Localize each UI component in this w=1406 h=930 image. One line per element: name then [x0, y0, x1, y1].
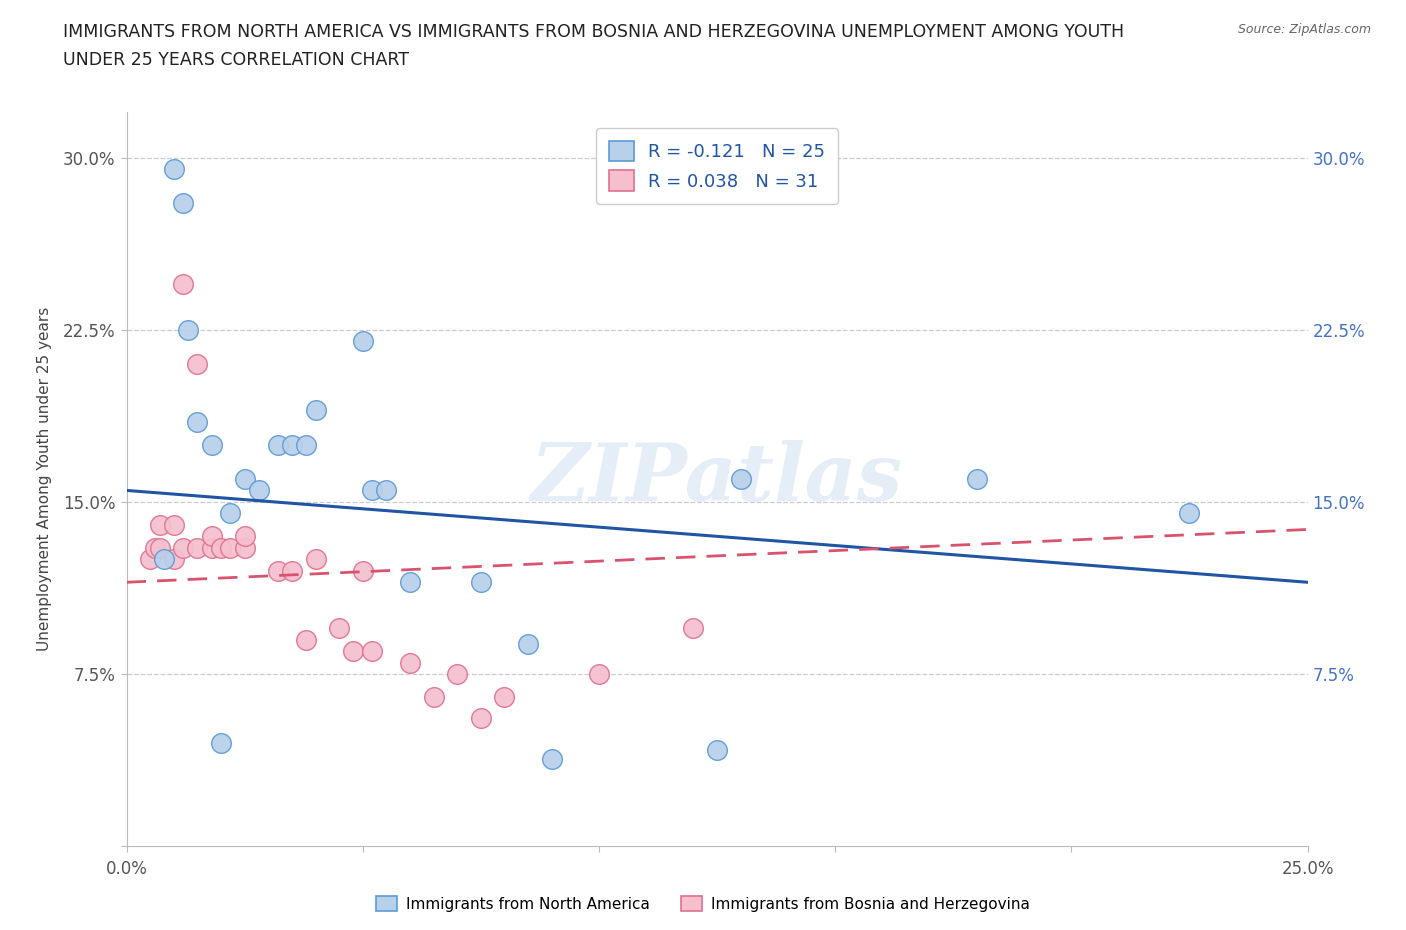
- Point: [304, 551, 326, 566]
- Point: [209, 736, 232, 751]
- Point: [399, 575, 422, 590]
- Point: [163, 162, 186, 177]
- Point: [247, 483, 270, 498]
- Point: [375, 483, 398, 498]
- Point: [153, 551, 176, 566]
- Point: [233, 540, 256, 555]
- Point: [219, 506, 242, 521]
- Point: [163, 551, 186, 566]
- Point: [295, 437, 318, 452]
- Point: [361, 644, 384, 658]
- Point: [446, 667, 468, 682]
- Point: [163, 517, 186, 532]
- Point: [219, 540, 242, 555]
- Point: [186, 414, 208, 429]
- Point: [281, 437, 304, 452]
- Point: [172, 540, 194, 555]
- Point: [172, 276, 194, 291]
- Point: [200, 437, 222, 452]
- Point: [304, 403, 326, 418]
- Point: [295, 632, 318, 647]
- Point: [399, 656, 422, 671]
- Point: [540, 751, 562, 766]
- Point: [422, 690, 444, 705]
- Legend: Immigrants from North America, Immigrants from Bosnia and Herzegovina: Immigrants from North America, Immigrant…: [370, 889, 1036, 918]
- Point: [233, 529, 256, 544]
- Point: [172, 196, 194, 211]
- Point: [966, 472, 988, 486]
- Point: [149, 540, 172, 555]
- Point: [352, 564, 374, 578]
- Point: [149, 517, 172, 532]
- Text: UNDER 25 YEARS CORRELATION CHART: UNDER 25 YEARS CORRELATION CHART: [63, 51, 409, 69]
- Point: [177, 323, 200, 338]
- Point: [342, 644, 364, 658]
- Point: [352, 334, 374, 349]
- Point: [730, 472, 752, 486]
- Point: [267, 564, 290, 578]
- Point: [328, 620, 350, 635]
- Point: [143, 540, 166, 555]
- Point: [200, 529, 222, 544]
- Text: ZIPatlas: ZIPatlas: [531, 440, 903, 518]
- Point: [706, 742, 728, 757]
- Text: IMMIGRANTS FROM NORTH AMERICA VS IMMIGRANTS FROM BOSNIA AND HERZEGOVINA UNEMPLOY: IMMIGRANTS FROM NORTH AMERICA VS IMMIGRA…: [63, 23, 1125, 41]
- Point: [1178, 506, 1201, 521]
- Point: [682, 620, 704, 635]
- Point: [267, 437, 290, 452]
- Point: [588, 667, 610, 682]
- Point: [281, 564, 304, 578]
- Point: [470, 575, 492, 590]
- Point: [361, 483, 384, 498]
- Point: [139, 551, 162, 566]
- Point: [186, 540, 208, 555]
- Point: [494, 690, 516, 705]
- Point: [470, 711, 492, 725]
- Text: Source: ZipAtlas.com: Source: ZipAtlas.com: [1237, 23, 1371, 36]
- Point: [209, 540, 232, 555]
- Point: [233, 472, 256, 486]
- Point: [186, 357, 208, 372]
- Legend: R = -0.121   N = 25, R = 0.038   N = 31: R = -0.121 N = 25, R = 0.038 N = 31: [596, 128, 838, 204]
- Y-axis label: Unemployment Among Youth under 25 years: Unemployment Among Youth under 25 years: [37, 307, 52, 651]
- Point: [200, 540, 222, 555]
- Point: [517, 637, 540, 652]
